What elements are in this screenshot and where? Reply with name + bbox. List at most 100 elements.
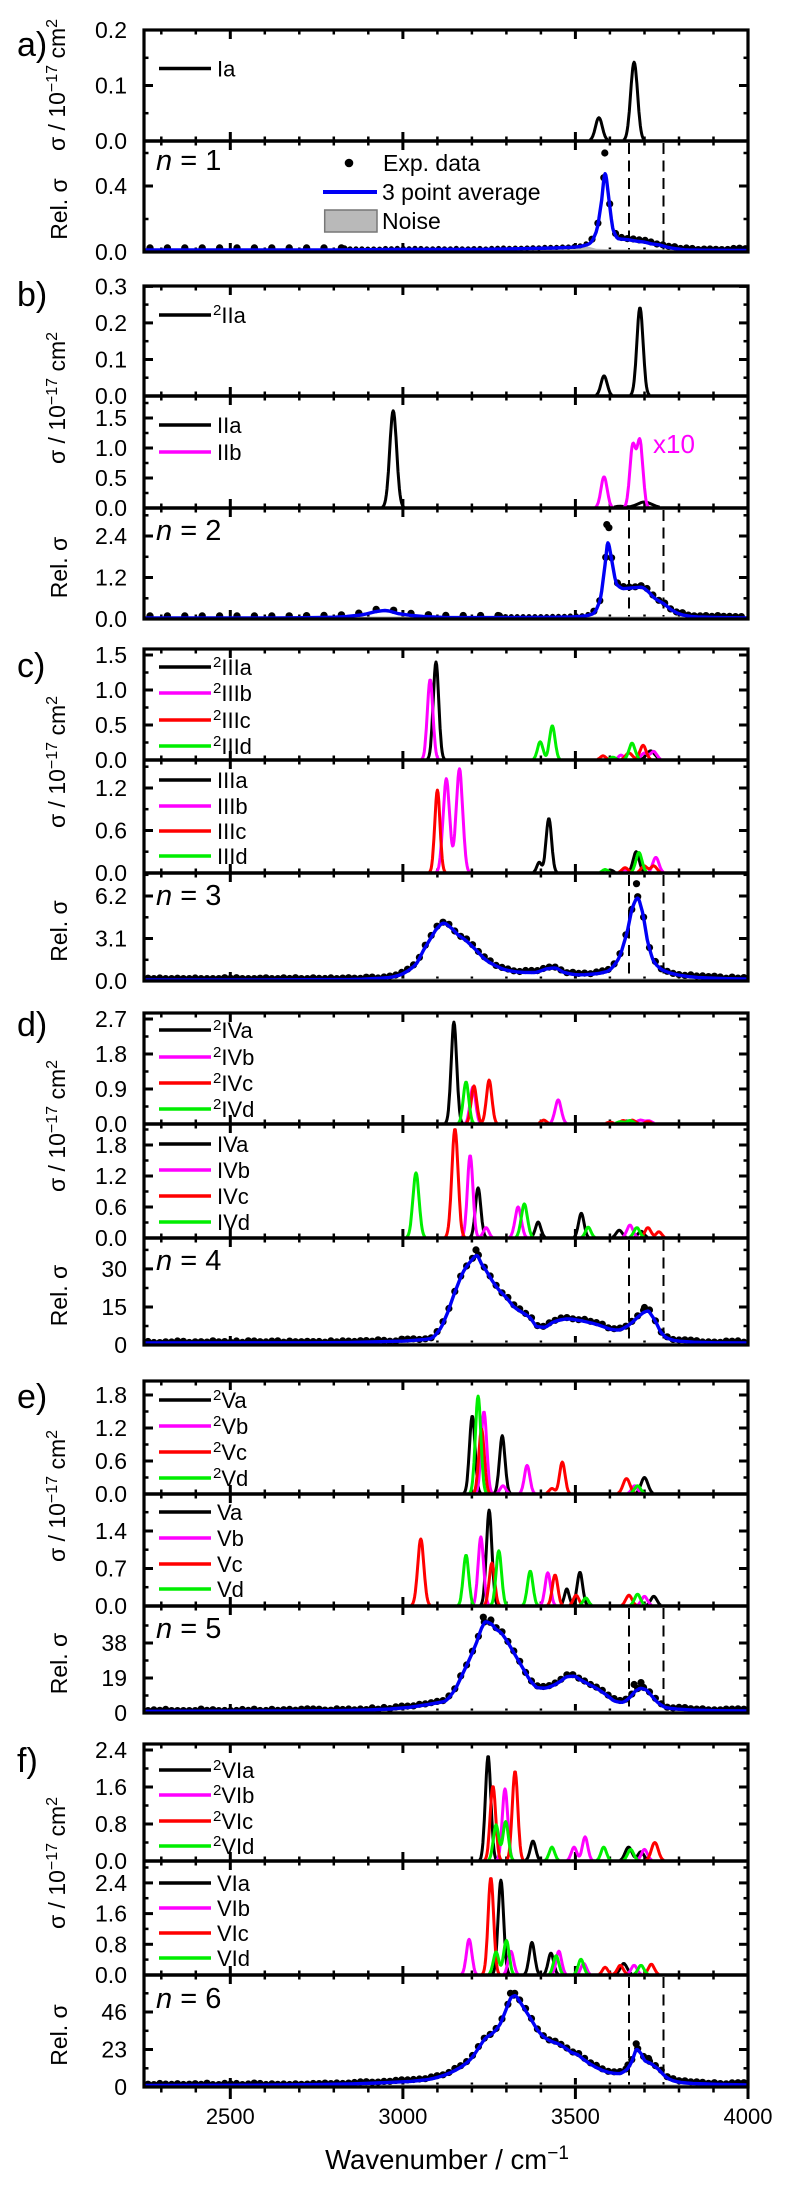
svg-text:0.0: 0.0 bbox=[95, 1593, 127, 1619]
svg-text:19: 19 bbox=[101, 1665, 127, 1691]
svg-text:0.2: 0.2 bbox=[95, 17, 127, 43]
svg-text:σ / 10−17 cm2: σ / 10−17 cm2 bbox=[44, 696, 70, 828]
svg-text:1.5: 1.5 bbox=[95, 405, 127, 431]
svg-text:Rel. σ: Rel. σ bbox=[46, 178, 72, 240]
svg-text:IIa: IIa bbox=[217, 413, 242, 438]
svg-text:0.0: 0.0 bbox=[95, 1111, 127, 1137]
svg-text:Vc: Vc bbox=[217, 1552, 243, 1577]
svg-text:0.8: 0.8 bbox=[95, 1811, 127, 1837]
svg-text:0.0: 0.0 bbox=[95, 239, 127, 265]
svg-text:σ / 10−17 cm2: σ / 10−17 cm2 bbox=[44, 1797, 70, 1929]
svg-text:n = 2: n = 2 bbox=[156, 515, 221, 547]
svg-text:IVc: IVc bbox=[217, 1184, 249, 1209]
svg-text:IIIc: IIIc bbox=[217, 819, 246, 844]
svg-text:46: 46 bbox=[101, 1999, 127, 2025]
svg-text:2IVb: 2IVb bbox=[213, 1044, 254, 1070]
svg-text:2VIa: 2VIa bbox=[213, 1757, 255, 1783]
svg-text:n = 6: n = 6 bbox=[156, 1983, 221, 2015]
svg-text:6.2: 6.2 bbox=[95, 883, 127, 909]
svg-text:2.4: 2.4 bbox=[95, 1737, 127, 1763]
svg-text:0.0: 0.0 bbox=[95, 1481, 127, 1507]
svg-text:Wavenumber / cm−1: Wavenumber / cm−1 bbox=[325, 2143, 569, 2175]
svg-text:3000: 3000 bbox=[378, 2104, 427, 2129]
svg-text:n = 5: n = 5 bbox=[156, 1613, 221, 1645]
svg-text:0.0: 0.0 bbox=[95, 606, 127, 632]
svg-text:2IIa: 2IIa bbox=[213, 302, 247, 328]
svg-text:0.8: 0.8 bbox=[95, 1931, 127, 1957]
svg-text:IIId: IIId bbox=[217, 844, 248, 869]
svg-text:0.6: 0.6 bbox=[95, 818, 127, 844]
svg-text:3 point average: 3 point average bbox=[382, 179, 541, 205]
svg-text:0.0: 0.0 bbox=[95, 1225, 127, 1251]
svg-text:0: 0 bbox=[114, 1700, 127, 1726]
svg-text:x10: x10 bbox=[653, 429, 695, 459]
svg-text:IVd: IVd bbox=[217, 1210, 250, 1235]
svg-text:4000: 4000 bbox=[724, 2104, 773, 2129]
svg-text:1.2: 1.2 bbox=[95, 1415, 127, 1441]
svg-text:2IIId: 2IIId bbox=[213, 733, 252, 759]
svg-text:1.8: 1.8 bbox=[95, 1041, 127, 1067]
svg-text:0.5: 0.5 bbox=[95, 465, 127, 491]
svg-text:f): f) bbox=[17, 1742, 38, 1780]
svg-text:0.2: 0.2 bbox=[95, 310, 127, 336]
svg-text:VIb: VIb bbox=[217, 1896, 250, 1921]
svg-text:0.5: 0.5 bbox=[95, 712, 127, 738]
svg-text:2IIIa: 2IIIa bbox=[213, 654, 253, 680]
svg-text:1.2: 1.2 bbox=[95, 565, 127, 591]
svg-text:2VIc: 2VIc bbox=[213, 1808, 253, 1834]
svg-text:2IVc: 2IVc bbox=[213, 1070, 253, 1096]
svg-text:0.3: 0.3 bbox=[95, 273, 127, 299]
svg-text:2Vb: 2Vb bbox=[213, 1413, 248, 1439]
svg-text:2Vc: 2Vc bbox=[213, 1439, 247, 1465]
svg-text:2Vd: 2Vd bbox=[213, 1465, 248, 1491]
svg-text:3.1: 3.1 bbox=[95, 926, 127, 952]
svg-text:e): e) bbox=[17, 1378, 47, 1416]
svg-text:38: 38 bbox=[101, 1630, 127, 1656]
svg-text:VIa: VIa bbox=[217, 1871, 251, 1896]
svg-text:1.8: 1.8 bbox=[95, 1382, 127, 1408]
svg-text:σ / 10−17 cm2: σ / 10−17 cm2 bbox=[44, 1060, 70, 1192]
svg-text:0.1: 0.1 bbox=[95, 73, 127, 99]
svg-text:Vd: Vd bbox=[217, 1577, 244, 1602]
svg-text:1.0: 1.0 bbox=[95, 677, 127, 703]
svg-text:Va: Va bbox=[217, 1500, 243, 1525]
svg-text:n = 3: n = 3 bbox=[156, 880, 221, 912]
svg-text:2500: 2500 bbox=[206, 2104, 255, 2129]
svg-text:1.4: 1.4 bbox=[95, 1518, 127, 1544]
svg-text:30: 30 bbox=[101, 1256, 127, 1282]
svg-text:1.8: 1.8 bbox=[95, 1132, 127, 1158]
svg-text:IIIb: IIIb bbox=[217, 794, 248, 819]
svg-text:IVa: IVa bbox=[217, 1132, 249, 1157]
svg-text:0.6: 0.6 bbox=[95, 1448, 127, 1474]
svg-text:2IVd: 2IVd bbox=[213, 1096, 254, 1122]
svg-text:a): a) bbox=[17, 26, 47, 64]
svg-text:2IIIc: 2IIIc bbox=[213, 707, 251, 733]
svg-text:Vb: Vb bbox=[217, 1526, 244, 1551]
svg-text:0.9: 0.9 bbox=[95, 1076, 127, 1102]
svg-text:2IIIb: 2IIIb bbox=[213, 680, 252, 706]
svg-text:0.0: 0.0 bbox=[95, 1962, 127, 1988]
svg-text:2.4: 2.4 bbox=[95, 1870, 127, 1896]
svg-text:σ / 10−17 cm2: σ / 10−17 cm2 bbox=[44, 332, 70, 464]
svg-text:2Va: 2Va bbox=[213, 1387, 247, 1413]
svg-text:0.0: 0.0 bbox=[95, 860, 127, 886]
svg-text:0: 0 bbox=[114, 1332, 127, 1358]
svg-text:15: 15 bbox=[101, 1294, 127, 1320]
svg-text:Noise: Noise bbox=[382, 208, 441, 234]
svg-text:Rel. σ: Rel. σ bbox=[46, 2004, 72, 2066]
svg-text:0: 0 bbox=[114, 2074, 127, 2100]
svg-text:VId: VId bbox=[217, 1946, 250, 1971]
svg-text:0.4: 0.4 bbox=[95, 173, 127, 199]
svg-text:0.0: 0.0 bbox=[95, 747, 127, 773]
svg-text:0.0: 0.0 bbox=[95, 128, 127, 154]
svg-text:d): d) bbox=[17, 1006, 47, 1044]
svg-text:2VIb: 2VIb bbox=[213, 1782, 254, 1808]
svg-text:Exp. data: Exp. data bbox=[383, 150, 480, 176]
svg-text:2VId: 2VId bbox=[213, 1833, 254, 1859]
svg-text:IVb: IVb bbox=[217, 1158, 250, 1183]
svg-text:σ / 10−17 cm2: σ / 10−17 cm2 bbox=[44, 1430, 70, 1562]
svg-text:2IVa: 2IVa bbox=[213, 1017, 253, 1043]
svg-text:n = 4: n = 4 bbox=[156, 1245, 221, 1277]
svg-text:Rel. σ: Rel. σ bbox=[46, 537, 72, 599]
svg-text:1.0: 1.0 bbox=[95, 435, 127, 461]
